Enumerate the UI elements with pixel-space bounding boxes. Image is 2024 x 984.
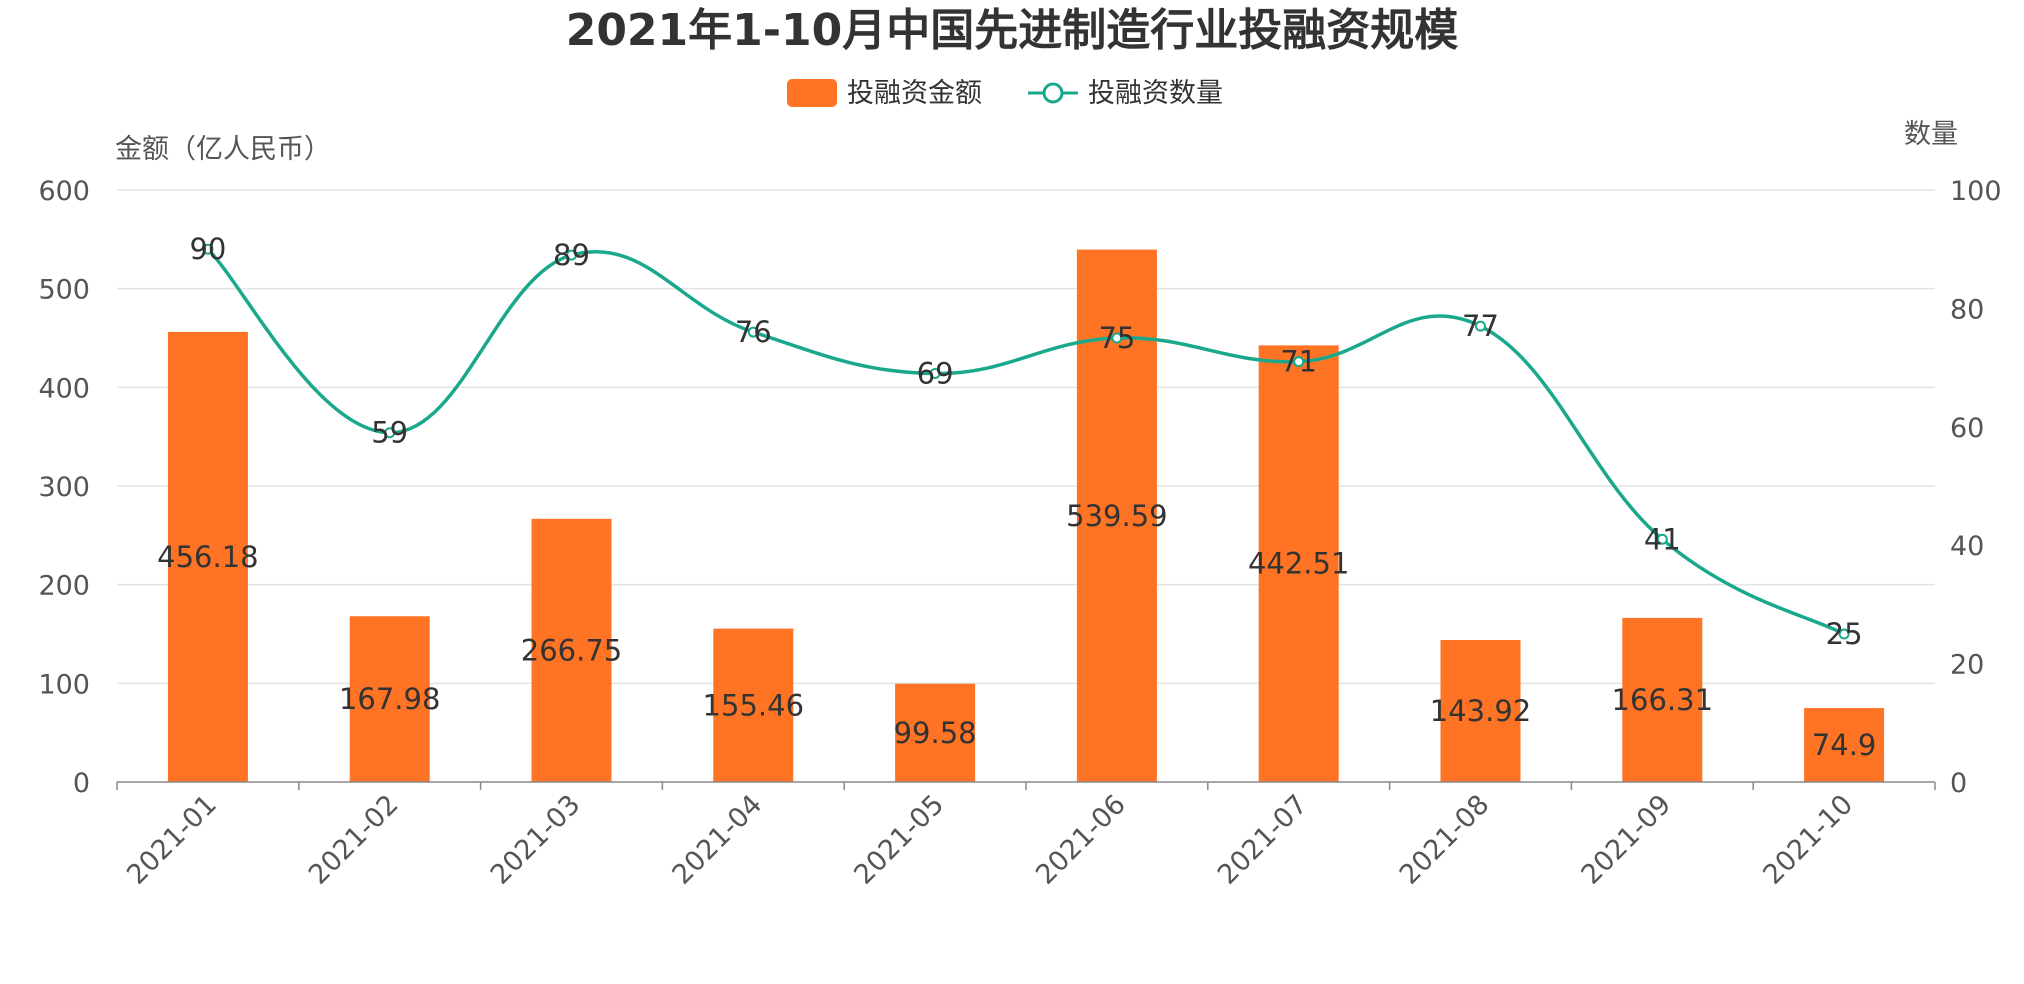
line-value-label: 77 — [1462, 309, 1499, 343]
y-tick-label-left: 500 — [38, 275, 90, 306]
x-tick-label: 2021-02 — [303, 789, 405, 891]
x-tick-label: 2021-08 — [1394, 789, 1496, 891]
data-labels: 456.18 167.98 266.75 155.46 99.58 539.59 442.5… — [157, 232, 1876, 762]
series-line — [206, 247, 1845, 636]
x-tick-label: 2021-10 — [1757, 789, 1859, 891]
y-tick-label-left: 100 — [38, 669, 90, 700]
y-tick-label-right: 20 — [1950, 650, 1984, 681]
line-point — [1111, 332, 1123, 344]
x-tick-label: 2021-07 — [1212, 789, 1314, 891]
bar-value-label: 539.59 — [1066, 499, 1167, 533]
bar — [531, 518, 612, 782]
y-tick-label-right: 100 — [1950, 176, 2002, 207]
bar-value-label: 266.75 — [521, 633, 622, 667]
line-series — [202, 243, 1850, 640]
line-point — [384, 427, 396, 439]
y-tick-label-right: 40 — [1950, 531, 1984, 562]
y-tick-label-right: 60 — [1950, 413, 1984, 444]
line-value-label: 59 — [371, 416, 408, 450]
y-tick-label-left: 400 — [38, 373, 90, 404]
line-value-label: 75 — [1098, 321, 1135, 355]
bar-value-label: 442.51 — [1248, 547, 1349, 581]
legend-item-amount[interactable]: 投融资金额 — [787, 78, 982, 109]
line-point — [1475, 320, 1486, 332]
bar — [1258, 345, 1339, 782]
line-point — [929, 368, 941, 380]
y-axis-left-title: 金额（亿人民币） — [115, 134, 331, 165]
axes: 0 100 200 300 400 500 600 0 20 40 60 80 100 2021-01 20… — [38, 176, 2001, 891]
line-value-label: 89 — [553, 238, 590, 272]
bar — [167, 331, 248, 782]
bar — [1622, 617, 1703, 782]
x-tick-label: 2021-09 — [1576, 789, 1678, 891]
line-value-label: 69 — [917, 357, 954, 391]
bar-value-label: 167.98 — [339, 682, 440, 716]
bar — [1804, 708, 1885, 782]
line-point — [202, 243, 214, 255]
bar — [895, 683, 976, 782]
bar — [349, 616, 430, 782]
legend-bar-swatch — [787, 79, 837, 107]
bar-series — [167, 249, 1885, 782]
line-value-label: 25 — [1826, 617, 1863, 651]
x-tick-label: 2021-03 — [485, 789, 587, 891]
x-tick-label: 2021-06 — [1030, 789, 1132, 891]
legend-marker-icon — [1042, 82, 1064, 104]
bar-value-label: 74.9 — [1812, 728, 1877, 762]
y-tick-label-right: 80 — [1950, 294, 1984, 325]
chart-title: 2021年1-10月中国先进制造行业投融资规模 — [566, 5, 1459, 56]
line-value-label: 76 — [735, 315, 772, 349]
line-value-label: 71 — [1280, 345, 1317, 379]
bar-value-label: 99.58 — [894, 716, 977, 750]
y-tick-label-right: 0 — [1950, 768, 1967, 799]
x-tick-label: 2021-04 — [667, 789, 769, 891]
y-tick-label-left: 0 — [73, 768, 90, 799]
legend-item-count[interactable]: 投融资数量 — [1028, 78, 1223, 109]
y-tick-label-left: 200 — [38, 571, 90, 602]
legend-label-count: 投融资数量 — [1088, 78, 1223, 109]
y-axis-right-title: 数量 — [1904, 119, 1958, 150]
line-value-label: 41 — [1644, 522, 1681, 556]
bar-value-label: 456.18 — [157, 540, 258, 574]
line-point — [1656, 533, 1668, 545]
bar-value-label: 155.46 — [703, 688, 804, 722]
x-tick-label: 2021-01 — [121, 789, 223, 891]
line-point — [1293, 356, 1305, 368]
line-value-label: 90 — [189, 232, 226, 266]
y-tick-label-left: 600 — [38, 176, 90, 207]
legend[interactable]: 投融资金额 投融资数量 — [787, 78, 1223, 109]
bar — [1440, 639, 1521, 782]
bar-value-label: 166.31 — [1612, 683, 1713, 717]
x-tick-label: 2021-05 — [848, 789, 950, 891]
line-point — [747, 326, 759, 338]
line-point — [1838, 628, 1850, 640]
bar-value-label: 143.92 — [1430, 694, 1531, 728]
line-point — [566, 249, 577, 261]
bar — [713, 628, 794, 782]
y-tick-label-left: 300 — [38, 472, 90, 503]
legend-label-amount: 投融资金额 — [847, 78, 982, 109]
